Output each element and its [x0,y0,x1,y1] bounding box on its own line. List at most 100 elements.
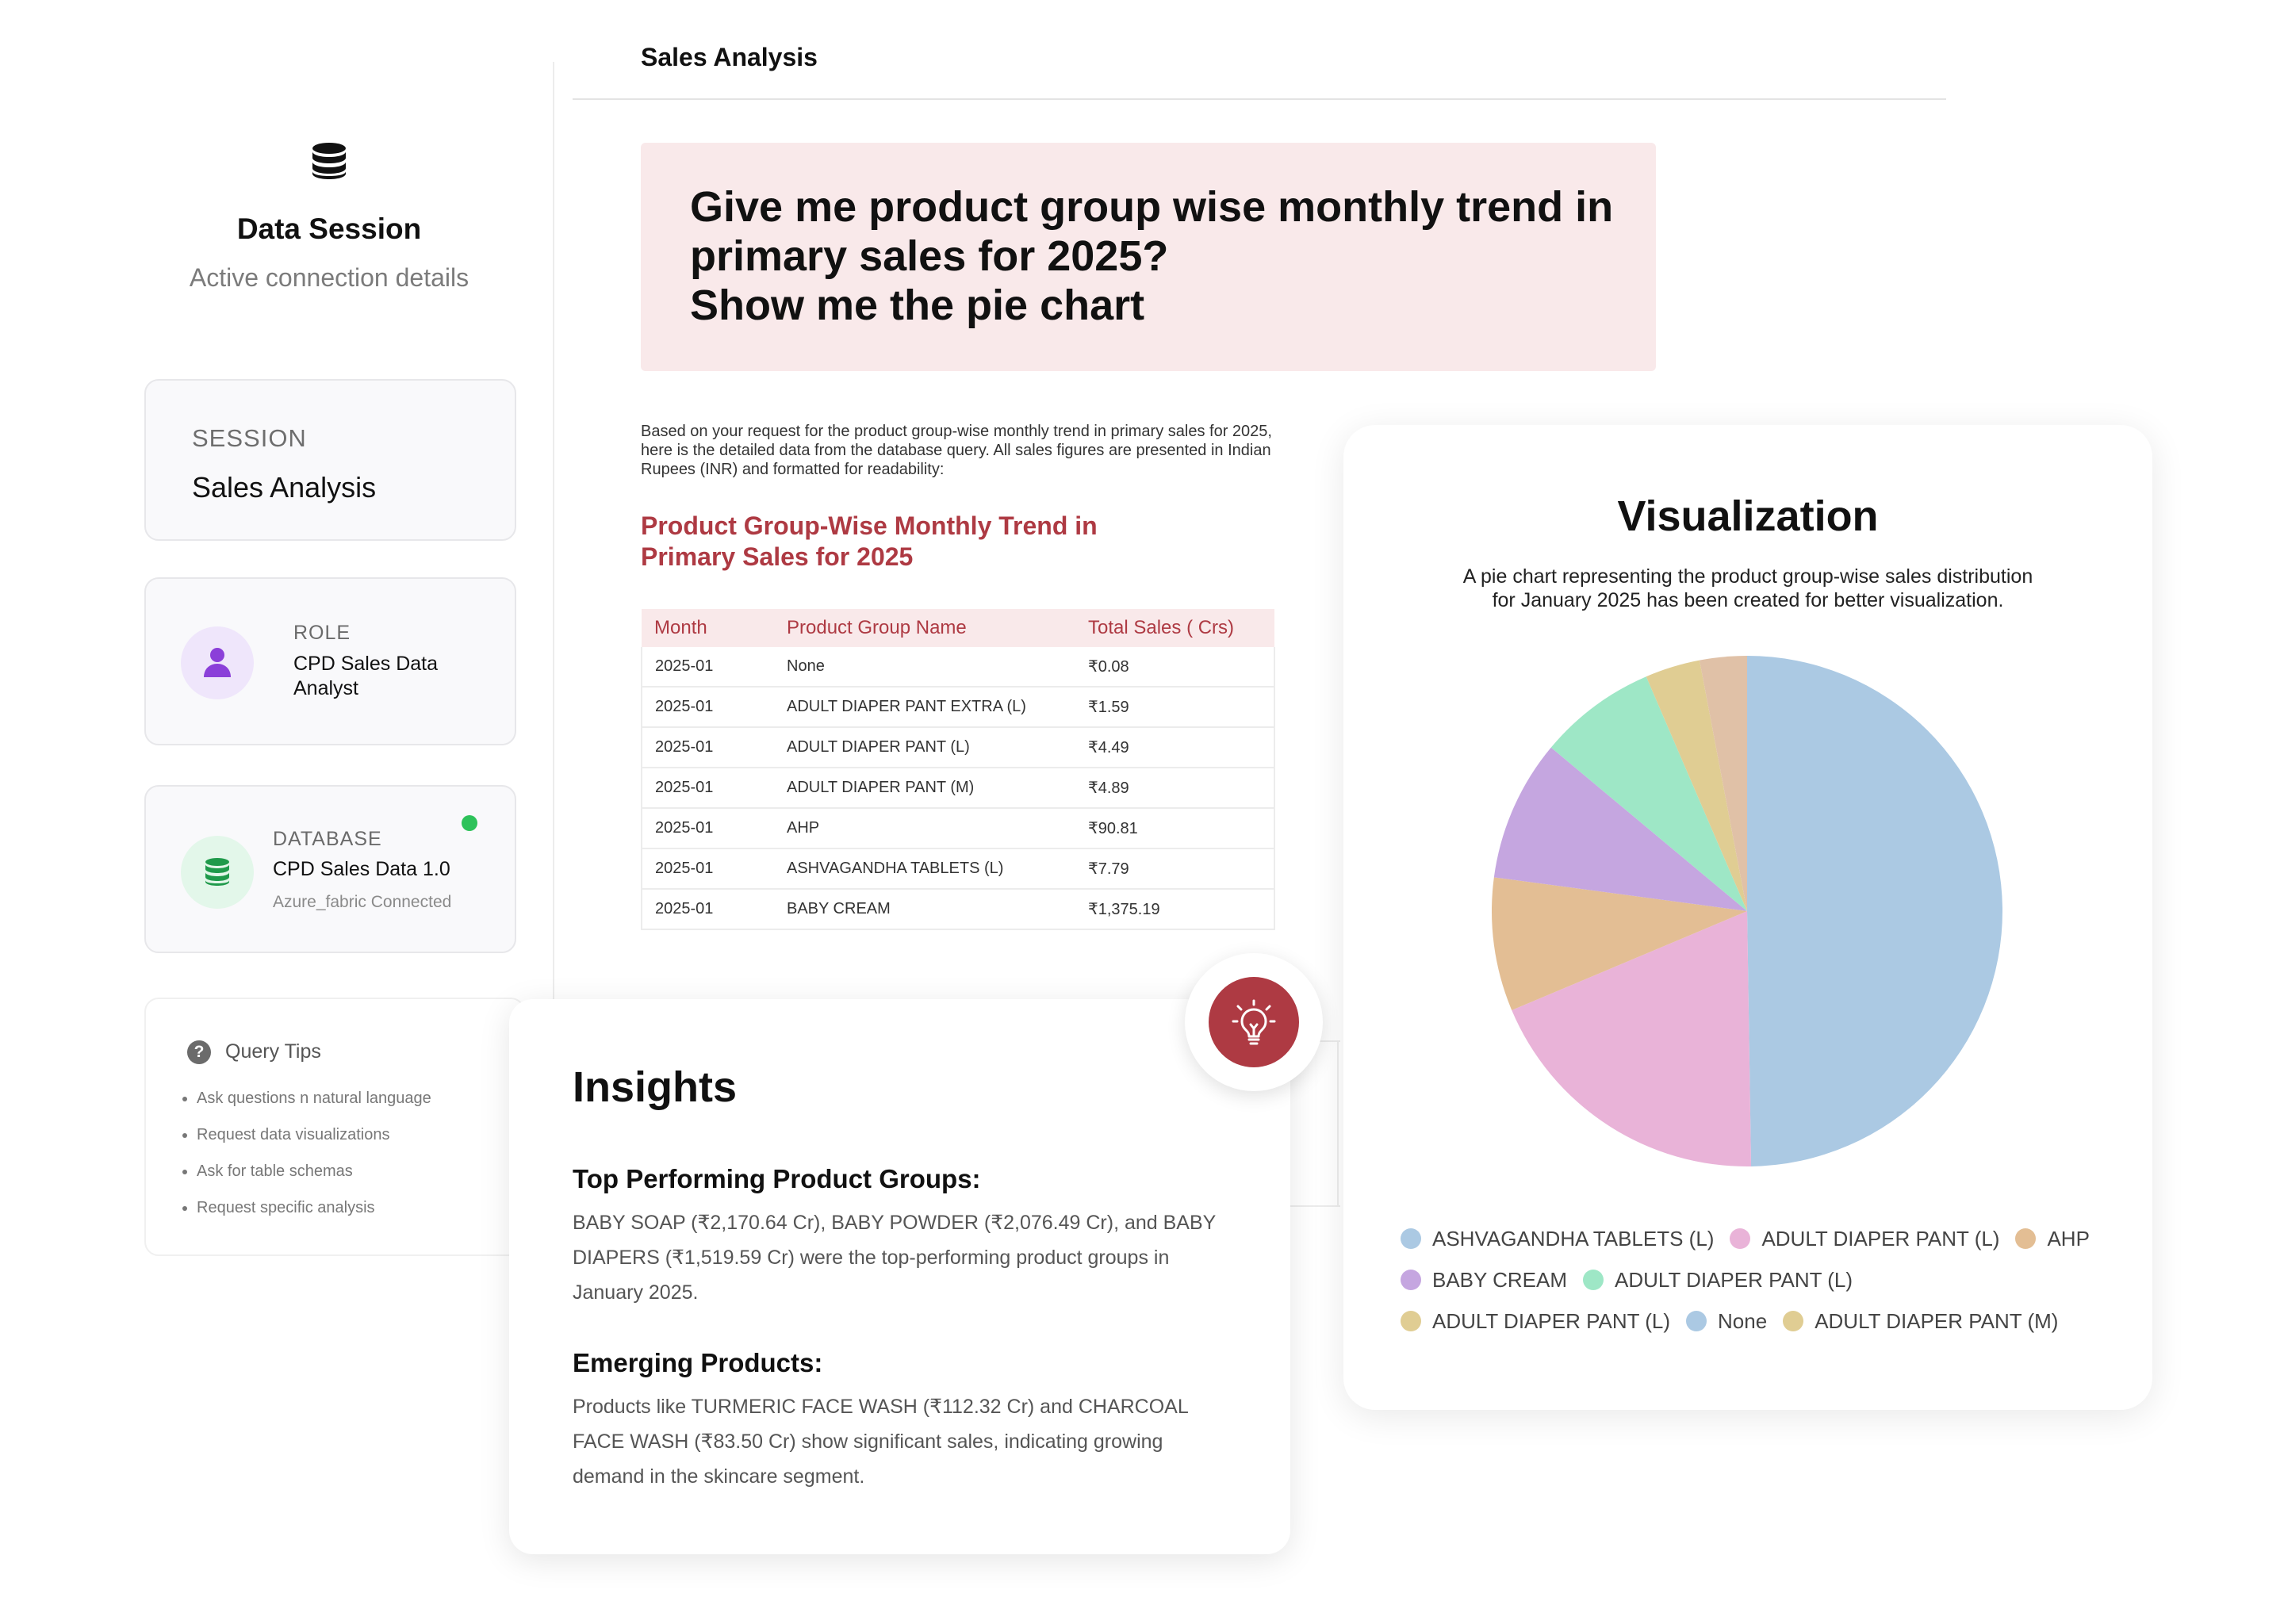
sales-table: Month Product Group Name Total Sales ( C… [641,609,1275,930]
table-cell: BABY CREAM [774,889,1075,930]
table-cell: 2025-01 [641,647,774,688]
legend-label: ADULT DIAPER PANT (M) [1815,1309,2059,1333]
database-icon [205,858,229,886]
legend-swatch [1686,1311,1707,1331]
insight-line: demand in the skincare segment. [573,1465,865,1488]
legend-swatch [1730,1228,1751,1249]
legend-label: ADULT DIAPER PANT (L) [1615,1268,1853,1292]
visualization-card: Visualization A pie chart representing t… [1343,425,2152,1410]
page-title: Sales Analysis [641,43,818,71]
query-tips-list: Ask questions n natural language Request… [176,1080,431,1226]
pie-slice [1699,656,1747,911]
role-value: CPD Sales Data Analyst [293,653,439,699]
table-cell: ₹90.81 [1075,808,1275,849]
insight-section-title: Emerging Products: [573,1348,823,1377]
session-label: SESSION [192,424,307,452]
table-row: 2025-01 ADULT DIAPER PANT EXTRA (L) ₹1.5… [641,687,1275,728]
table-row: 2025-01 BABY CREAM ₹1,375.19 [641,889,1275,930]
pie-slice [1493,747,1747,911]
insight-line: January 2025. [573,1281,699,1304]
lightbulb-icon [1232,999,1276,1045]
query-tips-title: Query Tips [225,1040,321,1063]
table-row: 2025-01 AHP ₹90.81 [641,808,1275,849]
database-value: CPD Sales Data 1.0 [273,858,450,880]
session-value: Sales Analysis [192,471,377,504]
sidebar-title: Data Session [236,213,422,245]
connector-line [1269,1205,1340,1207]
table-cell: ADULT DIAPER PANT (L) [774,727,1075,768]
pie-slice [1512,911,1752,1166]
legend-item: ADULT DIAPER PANT (L) [1401,1300,1670,1342]
legend-swatch [1401,1228,1421,1249]
legend-label: ASHVAGANDHA TABLETS (L) [1432,1227,1715,1251]
database-card: DATABASE CPD Sales Data 1.0 Azure_fabric… [144,785,516,953]
pie-slice [1550,676,1747,911]
insight-line: FACE WASH (₹83.50 Cr) show significant s… [573,1431,1163,1453]
insight-line: DIAPERS (₹1,519.59 Cr) were the top-perf… [573,1247,1170,1269]
database-connection-status: Azure_fabric Connected [273,893,452,911]
pie-slice [1747,656,2003,1166]
legend-item: ASHVAGANDHA TABLETS (L) [1401,1218,1714,1259]
table-row: 2025-01 ASHVAGANDHA TABLETS (L) ₹7.79 [641,848,1275,890]
insight-section-body: BABY SOAP (₹2,170.64 Cr), BABY POWDER (₹… [573,1205,1223,1310]
legend-item: ADULT DIAPER PANT (L) [1583,1259,1853,1300]
table-row: 2025-01 ADULT DIAPER PANT (M) ₹4.89 [641,768,1275,809]
legend-label: ADULT DIAPER PANT (L) [1761,1227,2000,1251]
table-cell: ₹1.59 [1075,687,1275,728]
legend-label: None [1718,1309,1768,1333]
legend-swatch [1401,1311,1421,1331]
table-cell: ₹0.08 [1075,647,1275,688]
header-divider [573,98,1946,100]
status-dot [462,815,477,831]
user-query-line: primary sales for 2025? [690,232,1169,280]
legend-swatch [2015,1228,2037,1249]
table-cell: ₹4.89 [1075,768,1275,809]
table-cell: AHP [774,808,1075,849]
database-icon [309,141,349,181]
query-tip: Ask questions n natural language [197,1080,431,1116]
user-icon [204,648,231,677]
sidebar-subtitle: Active connection details [189,263,469,292]
table-cell: 2025-01 [641,848,774,890]
table-cell: 2025-01 [641,808,774,849]
pie-slice [1646,660,1747,911]
legend-item: AHP [2015,1218,2090,1259]
visualization-description-line: A pie chart representing the product gro… [1462,565,2033,588]
table-row: 2025-01 ADULT DIAPER PANT (L) ₹4.49 [641,727,1275,768]
column-header-month: Month [642,609,774,647]
visualization-description: A pie chart representing the product gro… [1431,565,2065,612]
help-icon: ? [187,1040,211,1064]
query-tip: Ask for table schemas [197,1153,431,1189]
pie-slice [1492,877,1747,1010]
user-query-line: Give me product group wise monthly trend… [690,183,1614,231]
legend-swatch [1583,1270,1604,1290]
insight-section-title: Top Performing Product Groups: [573,1164,981,1193]
legend-label: ADULT DIAPER PANT (L) [1432,1309,1671,1333]
database-label: DATABASE [273,828,382,850]
chart-legend: ASHVAGANDHA TABLETS (L) ADULT DIAPER PANT… [1401,1218,2138,1342]
visualization-title: Visualization [1617,492,1879,540]
table-row: 2025-01 None ₹0.08 [641,647,1275,688]
table-cell: 2025-01 [641,687,774,728]
legend-item: ADULT DIAPER PANT (M) [1783,1300,2058,1342]
query-tip: Request specific analysis [197,1189,431,1226]
legend-label: AHP [2047,1227,2090,1251]
table-header-row: Month Product Group Name Total Sales ( C… [642,609,1274,647]
insights-title: Insights [573,1063,738,1111]
legend-item: ADULT DIAPER PANT (L) [1730,1218,1999,1259]
role-avatar [181,626,254,699]
sidebar-divider [553,62,554,1505]
user-query-text: Give me product group wise monthly trend… [690,182,1626,330]
legend-label: BABY CREAM [1432,1268,1568,1292]
database-avatar [181,836,254,909]
visualization-description-line: for January 2025 has been created for be… [1492,589,2004,611]
session-card: SESSION Sales Analysis [144,379,516,541]
insights-badge-fill [1209,977,1299,1067]
insights-badge [1185,953,1323,1091]
column-header-product-group: Product Group Name [774,609,1075,647]
response-intro: Based on your request for the product gr… [641,423,1272,478]
table-cell: ADULT DIAPER PANT EXTRA (L) [774,687,1075,728]
table-cell: 2025-01 [641,727,774,768]
table-title: Product Group-Wise Monthly Trend in Prim… [641,511,1098,571]
role-card: ROLE CPD Sales Data Analyst [144,577,516,745]
